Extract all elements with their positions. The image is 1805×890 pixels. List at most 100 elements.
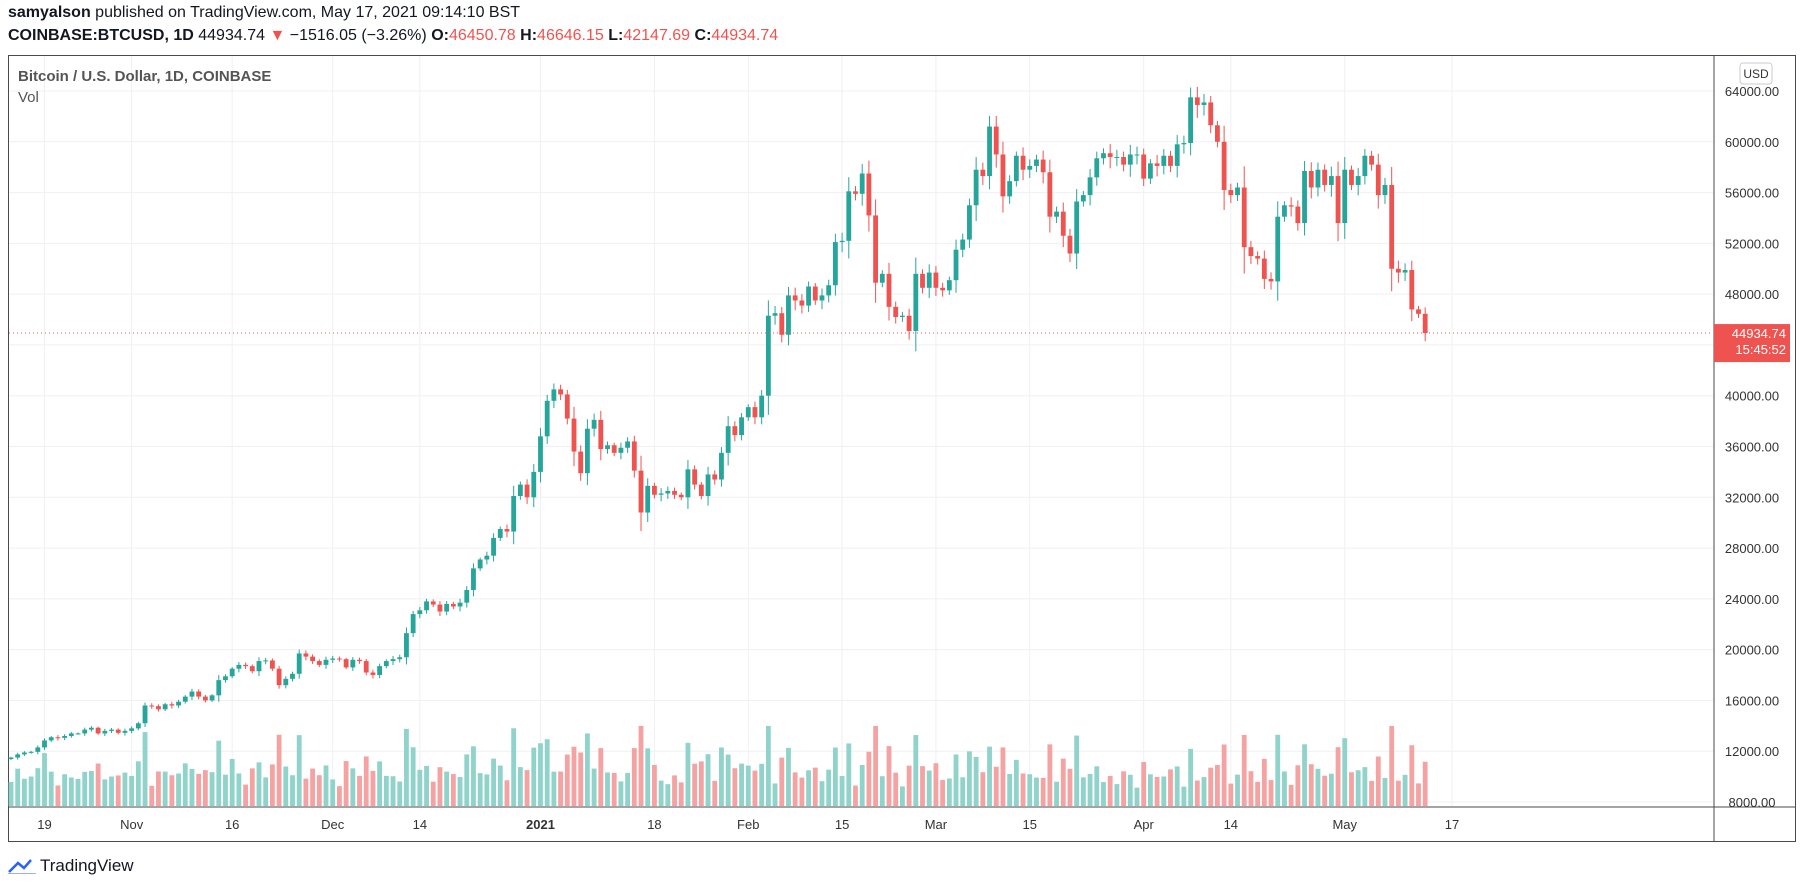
candle-body <box>940 287 946 291</box>
brand-name: TradingView <box>40 856 134 875</box>
candle-body <box>1308 170 1314 188</box>
volume-bar <box>437 767 443 806</box>
chart-frame <box>8 55 1796 842</box>
volume-bar <box>229 758 235 806</box>
candle-body <box>772 313 778 316</box>
publisher-name[interactable]: samyalson <box>8 4 91 21</box>
volume-bar <box>1127 774 1133 806</box>
volume-bar <box>417 769 423 806</box>
volume-bar <box>129 775 135 806</box>
volume-bar <box>812 767 818 806</box>
price-tick-label: 16000.00 <box>1725 693 1779 708</box>
volume-bar <box>464 754 470 806</box>
candle-body <box>1067 235 1073 254</box>
candle-body <box>799 300 805 306</box>
volume-bar <box>1369 780 1374 806</box>
candle-body <box>1161 155 1167 166</box>
ohlc-header: COINBASE:BTCUSD, 1D 44934.74 ▼ −1516.05 … <box>8 27 778 45</box>
candle-body <box>1369 155 1374 165</box>
candle-body <box>1188 97 1194 144</box>
volume-bar <box>276 734 282 806</box>
candle-body <box>109 729 114 731</box>
volume-bar <box>1228 783 1234 806</box>
volume-bar <box>1328 773 1334 806</box>
volume-bar <box>1114 784 1120 806</box>
candle-body <box>665 490 671 494</box>
candle-body <box>819 295 825 301</box>
volume-bar <box>109 776 114 806</box>
volume-bar <box>678 782 684 806</box>
volume-bar <box>564 754 570 806</box>
volume-bar <box>618 781 624 806</box>
candle-body <box>21 752 27 755</box>
candle-body <box>1355 176 1361 185</box>
candle-body <box>55 737 61 739</box>
volume-bar <box>424 765 429 806</box>
volume-bar <box>578 752 584 806</box>
candle-body <box>564 394 570 419</box>
volume-bar <box>598 748 604 806</box>
volume-bar <box>1141 761 1147 806</box>
candle-body <box>866 173 872 216</box>
candle-body <box>75 733 81 735</box>
volume-bar <box>330 779 336 806</box>
volume-bar <box>1154 776 1160 806</box>
candle-body <box>437 604 443 612</box>
volume-bar <box>839 776 845 806</box>
volume-bar <box>1315 768 1321 806</box>
candle-body <box>450 603 456 607</box>
volume-bar <box>1040 777 1046 806</box>
volume-bar <box>1288 784 1294 806</box>
volume-bar <box>430 781 436 806</box>
currency-badge[interactable] <box>1739 62 1773 85</box>
candle-body <box>1409 270 1415 310</box>
volume-bar <box>484 774 490 806</box>
volume-bar <box>1013 759 1019 806</box>
volume-bar <box>249 768 255 806</box>
candle-body <box>1054 211 1059 217</box>
candle-body <box>645 485 651 513</box>
volume-bar <box>223 774 228 806</box>
candle-body <box>953 249 959 281</box>
candle-body <box>276 668 282 686</box>
volume-bar <box>1355 770 1361 806</box>
volume-bar <box>873 726 879 806</box>
candle-body <box>1060 211 1066 236</box>
volume-bar <box>1134 787 1140 806</box>
candle-body <box>316 661 322 665</box>
volume-bar <box>142 732 148 806</box>
candle-body <box>652 485 657 495</box>
candle-body <box>946 280 952 291</box>
candle-body <box>471 568 476 590</box>
candle-body <box>263 660 269 662</box>
price-axis: 8000.00 12000.00 16000.00 20000.00 24000.00 2… <box>1725 84 1779 810</box>
price-tick-label: 64000.00 <box>1725 84 1779 99</box>
volume-bar <box>725 754 731 806</box>
volume-bar <box>987 746 992 806</box>
tradingview-brand[interactable]: TradingView <box>8 856 134 876</box>
volume-bar <box>55 785 61 806</box>
volume-bar <box>953 754 959 806</box>
volume-bar <box>82 771 88 806</box>
volume-bar <box>611 772 617 806</box>
volume-bar <box>1074 735 1080 806</box>
volume-bar <box>1302 744 1307 806</box>
candle-body <box>303 653 309 657</box>
candle-body <box>1282 205 1287 217</box>
candle-body <box>1402 270 1408 273</box>
volume-bar <box>1201 777 1207 806</box>
volume-bar <box>35 768 41 806</box>
published-text: published on TradingView.com, May 17, 20… <box>95 4 521 21</box>
candle-body <box>8 757 14 760</box>
price-tick-label: 36000.00 <box>1725 440 1779 455</box>
volume-bar <box>48 771 54 806</box>
volume-bar <box>1349 772 1354 806</box>
price-tick-label: 48000.00 <box>1725 287 1779 302</box>
low-value: 42147.69 <box>623 27 691 44</box>
volume-bar <box>202 770 208 806</box>
candle-body <box>28 751 34 753</box>
candle-body <box>1134 154 1140 156</box>
candle-body <box>980 169 986 177</box>
volume-bar <box>1282 771 1287 806</box>
